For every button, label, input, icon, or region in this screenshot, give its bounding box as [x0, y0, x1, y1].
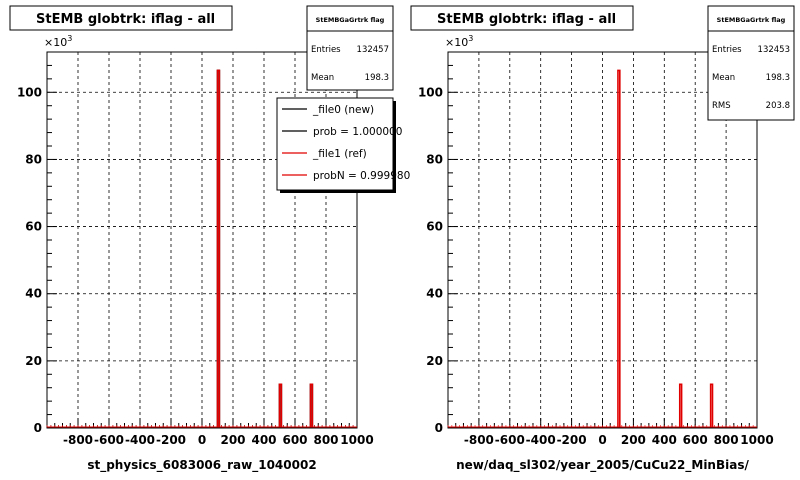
x-tick-label: 0 — [198, 433, 206, 447]
x-tick-label: 800 — [714, 433, 739, 447]
stats-mean-value: 198.3 — [766, 73, 790, 83]
x-tick-label: 1000 — [340, 433, 373, 447]
x-tick-label: 0 — [598, 433, 606, 447]
x-tick-label: -200 — [156, 433, 186, 447]
y-tick-label: 80 — [426, 152, 443, 166]
y-tick-label: 0 — [435, 421, 443, 435]
histogram-bar — [278, 383, 283, 427]
legend-label: prob = 1.000000 — [313, 126, 402, 138]
y-tick-label: 40 — [25, 287, 42, 301]
y-tick-label: 40 — [426, 287, 443, 301]
stats-box — [306, 5, 394, 91]
legend-label: _file0 (new) — [312, 104, 374, 116]
stats-mean-label: Mean — [712, 73, 735, 83]
y-tick-label: 20 — [25, 354, 42, 368]
y-tick-label: 80 — [25, 152, 42, 166]
stats-entries-label: Entries — [311, 45, 341, 55]
legend-label: probN = 0.999980 — [313, 170, 410, 182]
stats-box — [707, 5, 795, 121]
stats-entries-label: Entries — [712, 45, 742, 55]
histogram-bar — [309, 383, 314, 427]
series-1 — [447, 69, 757, 428]
histogram-bar — [216, 69, 221, 427]
x-tick-label: 600 — [683, 433, 708, 447]
chart-title: StEMB globtrk: iflag - all — [437, 12, 616, 27]
stats-entries-value: 132453 — [758, 45, 790, 55]
x-tick-label: 400 — [251, 433, 276, 447]
y-tick-label: 20 — [426, 354, 443, 368]
stats-rms-value: 203.8 — [766, 101, 790, 111]
y-exponent-label: ×103 — [44, 34, 72, 49]
y-tick-label: 100 — [418, 85, 443, 99]
x-tick-label: 200 — [220, 433, 245, 447]
y-tick-label: 0 — [34, 421, 42, 435]
chart-title: StEMB globtrk: iflag - all — [36, 12, 215, 27]
x-tick-label: 200 — [621, 433, 646, 447]
x-tick-label: -200 — [557, 433, 587, 447]
stats-header: StEMBGaGrtrk flag — [316, 16, 385, 24]
x-tick-label: 400 — [652, 433, 677, 447]
x-tick-label: 600 — [282, 433, 307, 447]
y-tick-label: 60 — [426, 220, 443, 234]
stats-entries-value: 132457 — [357, 45, 389, 55]
x-tick-label: -600 — [495, 433, 525, 447]
histogram-pad-1: -800 -600 -400 -200 0 200 400 600 800 1000 0 20 40 60… — [9, 5, 410, 473]
legend-label: _file1 (ref) — [312, 148, 367, 160]
title-box — [410, 5, 634, 31]
x-axis-title: st_physics_6083006_raw_1040002 — [87, 458, 316, 473]
series-2 — [46, 69, 357, 428]
stats-mean-label: Mean — [311, 73, 334, 83]
x-tick-label: -800 — [63, 433, 93, 447]
x-tick-label: 800 — [313, 433, 338, 447]
x-tick-label: -600 — [94, 433, 124, 447]
histogram-bar — [709, 383, 714, 427]
y-tick-label: 100 — [17, 85, 42, 99]
histogram-pad-2: -800 -600 -400 -200 0 200 400 600 800 1000 0 20 40 60… — [410, 5, 795, 473]
histogram-bar — [678, 383, 683, 427]
x-axis-title: new/daq_sl302/year_2005/CuCu22_MinBias/ — [456, 458, 749, 473]
x-tick-label: -800 — [464, 433, 494, 447]
title-box — [9, 5, 233, 31]
y-exponent-label: ×103 — [445, 34, 473, 49]
stats-header: StEMBGaGrtrk flag — [717, 16, 786, 24]
histogram-bar — [617, 69, 621, 427]
x-tick-label: -400 — [526, 433, 556, 447]
stats-mean-value: 198.3 — [365, 73, 389, 83]
stats-rms-label: RMS — [712, 101, 731, 111]
x-tick-label: -400 — [125, 433, 155, 447]
y-tick-label: 60 — [25, 220, 42, 234]
x-tick-label: 1000 — [740, 433, 773, 447]
